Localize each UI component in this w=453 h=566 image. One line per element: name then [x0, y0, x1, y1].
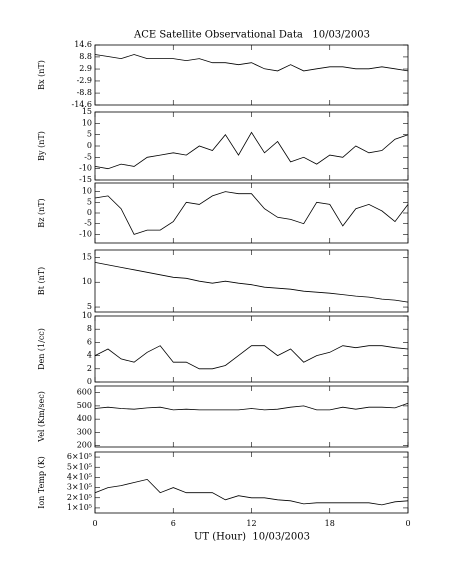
- data-line: [94, 191, 409, 235]
- y-tick-label: 4×10⁵: [67, 472, 92, 481]
- y-tick-label: -5: [84, 219, 92, 228]
- data-line: [94, 478, 409, 506]
- y-tick-label: 8: [87, 324, 92, 333]
- y-tick-label: -15: [79, 175, 92, 184]
- y-tick-label: 5: [87, 130, 92, 139]
- y-tick-label: 5: [87, 302, 92, 311]
- y-tick-label: 0: [87, 141, 92, 150]
- y-tick-label: 6×10⁵: [67, 452, 92, 461]
- y-tick-label: 10: [82, 311, 92, 320]
- y-tick-label: 15: [82, 107, 92, 116]
- y-tick-label: -14.6: [71, 100, 92, 109]
- x-tick-label: 18: [325, 519, 335, 528]
- y-tick-label: 5×10⁵: [67, 462, 92, 471]
- y-tick-label: 300: [77, 427, 92, 436]
- y-tick-label: 500: [77, 401, 92, 410]
- data-line: [94, 131, 409, 170]
- y-tick-label: -10: [79, 164, 92, 173]
- y-tick-label: -2.9: [77, 76, 92, 85]
- y-tick-label: 10: [82, 118, 92, 127]
- y-tick-label: -5: [84, 152, 92, 161]
- y-tick-label: 14.6: [74, 40, 92, 49]
- y-tick-label: -8.8: [77, 88, 92, 97]
- y-axis-label: Bx (nT): [37, 60, 46, 90]
- y-tick-label: 15: [82, 252, 92, 261]
- y-tick-label: 0: [87, 208, 92, 217]
- y-tick-label: 2×10⁵: [67, 493, 92, 502]
- data-line: [94, 54, 409, 72]
- y-tick-label: 10: [82, 277, 92, 286]
- data-line: [94, 345, 409, 370]
- y-tick-label: 4: [87, 351, 92, 360]
- x-tick-label: 0: [92, 519, 97, 528]
- y-tick-label: 0: [87, 377, 92, 386]
- y-tick-label: 2.9: [79, 64, 92, 73]
- y-tick-label: 200: [77, 441, 92, 450]
- data-line: [94, 262, 409, 303]
- y-axis-label: Ion Temp (K): [37, 456, 46, 509]
- y-tick-label: 8.8: [79, 52, 92, 61]
- y-axis-label: Vel (Km/sec): [37, 391, 46, 443]
- y-tick-label: 400: [77, 414, 92, 423]
- y-tick-label: 2: [87, 364, 92, 373]
- chart-title: ACE Satellite Observational Data 10/03/2…: [133, 30, 370, 41]
- y-tick-label: 6: [87, 337, 92, 346]
- y-axis-label: Den (1/cc): [37, 328, 46, 370]
- x-tick-label: 0: [405, 519, 410, 528]
- y-axis-label: Bt (nT): [37, 267, 46, 295]
- y-axis-label: Bz (nT): [37, 198, 46, 227]
- y-tick-label: 5: [87, 197, 92, 206]
- y-tick-label: 1×10⁵: [67, 503, 92, 512]
- x-tick-label: 12: [246, 519, 256, 528]
- y-axis-label: By (nT): [37, 131, 46, 161]
- y-tick-label: -10: [79, 229, 92, 238]
- x-tick-label: 6: [171, 519, 176, 528]
- y-tick-label: 10: [82, 187, 92, 196]
- data-line: [94, 402, 409, 411]
- y-tick-label: 3×10⁵: [67, 483, 92, 492]
- y-tick-label: 600: [77, 388, 92, 397]
- x-axis-label: UT (Hour) 10/03/2003: [194, 532, 310, 543]
